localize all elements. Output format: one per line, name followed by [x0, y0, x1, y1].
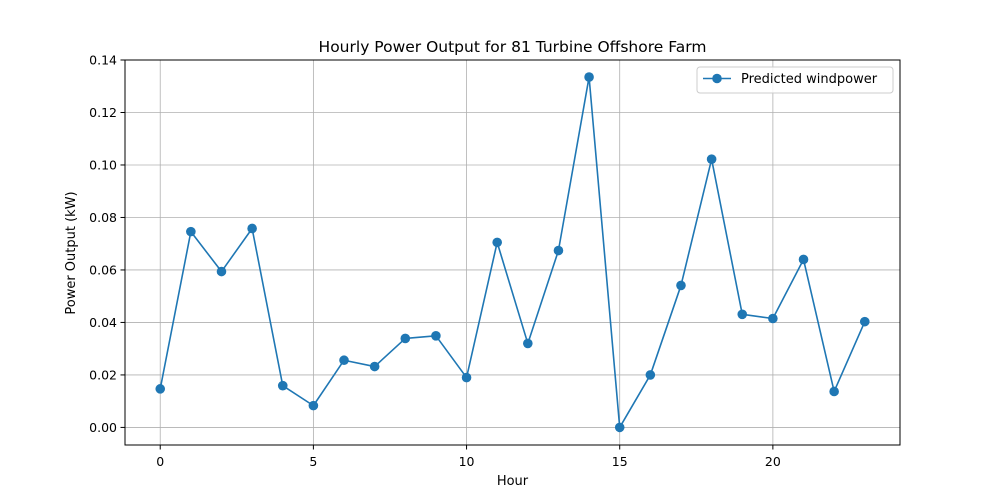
data-point [247, 223, 257, 234]
x-axis-title: Hour [497, 474, 529, 489]
data-point [216, 266, 227, 277]
y-tick-label: 0.00 [89, 420, 117, 435]
y-tick-label: 0.04 [89, 315, 117, 330]
x-tick-label: 0 [156, 454, 164, 469]
y-tick-label: 0.12 [89, 105, 117, 120]
data-point [431, 331, 441, 341]
grid-lines [125, 59, 900, 445]
legend-box [696, 66, 894, 94]
y-tick-label: 0.06 [89, 262, 117, 277]
data-point [339, 355, 349, 366]
y-tick-label: 0.08 [89, 210, 117, 225]
data-point [369, 361, 380, 372]
series-layer [155, 72, 870, 433]
data-point [155, 384, 166, 394]
data-point [277, 380, 288, 391]
data-point [676, 280, 686, 291]
data-point [492, 237, 502, 248]
data-point [614, 422, 625, 433]
data-point [645, 370, 656, 380]
x-tick-label: 20 [765, 454, 781, 469]
legend: Predicted windpower [696, 66, 894, 94]
data-point [584, 72, 594, 82]
y-tick-label: 0.02 [89, 367, 117, 382]
x-tick-label: 15 [612, 454, 628, 469]
chart-title: Hourly Power Output for 81 Turbine Offsh… [319, 38, 707, 56]
data-point [737, 309, 748, 320]
y-tick-label: 0.10 [89, 157, 117, 172]
x-tick-label: 5 [309, 454, 317, 469]
plot-frame [124, 59, 901, 446]
y-tick-label: 0.14 [89, 53, 117, 68]
x-tick-label: 10 [459, 454, 475, 469]
data-point [798, 254, 809, 265]
data-point [768, 313, 778, 324]
legend-marker-swatch [712, 73, 722, 84]
data-point [523, 338, 533, 349]
data-point [553, 245, 564, 256]
data-point [400, 333, 411, 344]
data-point [829, 386, 839, 397]
data-point [308, 400, 319, 411]
y-axis-title: Power Output (kW) [64, 191, 79, 314]
data-point [186, 226, 196, 237]
axes: 0 5 10 15 20 0.00 0.02 0.04 0.06 0.08 0.10 0.12 0.14 [89, 53, 901, 469]
series-line [159, 76, 866, 429]
data-point [706, 154, 717, 165]
legend-label: Predicted windpower [741, 72, 878, 87]
data-point [859, 316, 870, 327]
data-point [461, 372, 472, 383]
